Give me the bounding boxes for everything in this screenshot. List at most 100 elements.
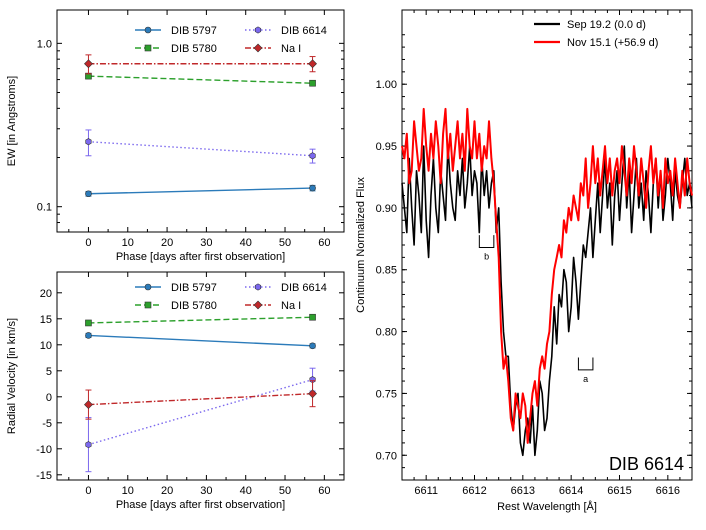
chart-spectrum: 6611 6612 6613 6614 6615 6616 0.70 0.75 0.80 0.85… <box>355 9 693 513</box>
series-sep <box>401 145 693 457</box>
series-line <box>88 392 313 406</box>
legend-marker <box>254 26 262 34</box>
data-point <box>85 441 92 449</box>
x-axis-label: Phase [days after first observation] <box>116 251 285 263</box>
y-tick-label: 5 <box>46 366 52 378</box>
x-tick-label: 40 <box>240 237 252 249</box>
series-dib-5780 <box>85 313 316 327</box>
bracket-b <box>478 235 495 248</box>
y-tick-label: 0.90 <box>376 203 397 215</box>
legend: DIB 5797 DIB 5780 DIB 6614 Na I <box>135 282 327 312</box>
chart-rv: 0 10 20 30 40 50 60 -15 -10 -5 0 5 10 15 20 Phase [days… <box>6 271 345 511</box>
x-tick-label: 6614 <box>559 485 583 497</box>
x-tick-label: 0 <box>85 485 91 497</box>
x-tick-label: 10 <box>122 485 134 497</box>
chart-ew: 0 10 20 30 40 50 60 0.1 1.0 Phase [days after fir… <box>6 9 345 263</box>
series-line <box>88 75 313 84</box>
series-dib-6614 <box>85 129 316 164</box>
data-point <box>85 190 92 198</box>
x-axis-label: Rest Wavelength [Å] <box>497 500 597 513</box>
data-point <box>308 389 317 399</box>
y-tick-label: -15 <box>36 470 52 482</box>
y-axis-label: Continuum Normalized Flux <box>355 177 367 313</box>
y-tick-label: 0.70 <box>376 450 397 462</box>
x-tick-label: 6612 <box>462 485 486 497</box>
series-na-i <box>84 54 317 75</box>
y-tick-label: 20 <box>40 288 52 300</box>
bracket-a <box>577 357 594 371</box>
data-point <box>309 342 316 350</box>
x-tick-label: 60 <box>318 485 330 497</box>
legend-label: DIB 5797 <box>171 25 217 37</box>
legend-marker <box>144 44 152 52</box>
legend-label: DIB 5780 <box>171 43 217 55</box>
series-line <box>88 334 313 347</box>
x-tick-label: 6615 <box>607 485 631 497</box>
data-point <box>309 313 316 321</box>
x-tick-label: 30 <box>200 237 212 249</box>
x-tick-label: 10 <box>122 237 134 249</box>
data-point <box>85 138 92 146</box>
annotation-a: a <box>577 357 594 384</box>
y-tick-label: 0.85 <box>376 265 397 277</box>
y-tick-label: 0.80 <box>376 327 397 339</box>
legend-label: Na I <box>281 43 301 55</box>
legend-label: Nov 15.1 (+56.9 d) <box>567 37 658 49</box>
y-tick-label: 0.1 <box>37 202 52 214</box>
series-dib-6614 <box>85 367 316 473</box>
legend-label: DIB 6614 <box>281 25 327 37</box>
x-tick-label: 20 <box>161 485 173 497</box>
y-tick-label: 0 <box>46 392 52 404</box>
data-point <box>309 79 316 87</box>
y-tick-label: -5 <box>42 418 52 430</box>
series-line <box>88 140 313 157</box>
y-tick-label: 10 <box>40 340 52 352</box>
legend-label: DIB 5797 <box>171 282 217 294</box>
x-tick-label: 50 <box>279 237 291 249</box>
series-dib-5797 <box>85 184 316 198</box>
legend-marker <box>144 301 152 309</box>
series-na-i <box>84 380 317 420</box>
legend: Sep 19.2 (0.0 d) Nov 15.1 (+56.9 d) <box>534 19 658 49</box>
legend-label: DIB 6614 <box>281 282 327 294</box>
y-tick-label: 1.00 <box>376 79 397 91</box>
series-line <box>88 378 313 446</box>
y-tick-label: 1.0 <box>37 38 52 50</box>
legend: DIB 5797 DIB 5780 DIB 6614 Na I <box>135 25 327 55</box>
annotation-b: b <box>478 235 495 261</box>
data-point <box>84 59 93 69</box>
legend-marker <box>254 283 262 291</box>
y-tick-label: -10 <box>36 444 52 456</box>
bracket-label-b: b <box>484 251 489 261</box>
y-tick-label: 0.75 <box>376 388 397 400</box>
x-tick-label: 60 <box>318 237 330 249</box>
x-tick-label: 6611 <box>414 485 438 497</box>
y-tick-label: 0.95 <box>376 141 397 153</box>
legend-marker <box>253 43 263 53</box>
legend-marker <box>144 26 152 34</box>
series-line <box>88 187 313 195</box>
y-tick-label: 15 <box>40 314 52 326</box>
plot-frame <box>56 9 345 233</box>
x-tick-label: 30 <box>200 485 212 497</box>
legend-label: Na I <box>281 300 301 312</box>
bracket-label-a: a <box>583 374 588 384</box>
data-point <box>85 319 92 327</box>
series-nov <box>401 107 693 444</box>
y-axis-label: Radial Velocity [in km/s] <box>6 318 18 434</box>
x-tick-label: 0 <box>85 237 91 249</box>
series-line <box>88 316 313 324</box>
x-tick-label: 6616 <box>656 485 680 497</box>
legend-marker <box>253 300 263 310</box>
plot-title: DIB 6614 <box>609 454 684 474</box>
x-tick-label: 50 <box>279 485 291 497</box>
data-point <box>85 332 92 339</box>
x-tick-label: 6613 <box>511 485 535 497</box>
x-tick-label: 20 <box>161 237 173 249</box>
data-point <box>309 184 316 192</box>
x-axis-label: Phase [days after first observation] <box>116 499 285 511</box>
data-point <box>309 152 316 160</box>
data-point <box>84 400 93 410</box>
y-axis-label: EW [in Angstroms] <box>6 76 18 166</box>
